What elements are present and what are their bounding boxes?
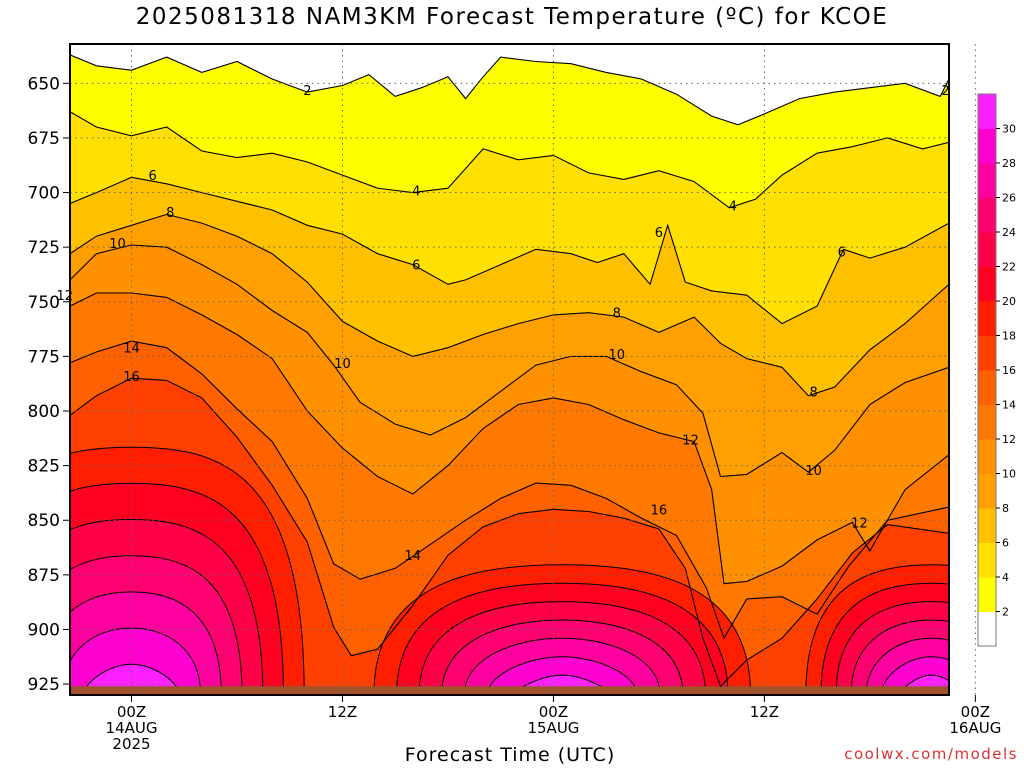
contour-label: 6 [412,259,420,274]
colorbar-label: 12 [1002,433,1016,446]
y-tick-label: 675 [28,129,60,149]
colorbar-swatch [978,473,996,509]
plot-frame [69,43,950,696]
y-tick-label: 700 [28,184,60,204]
contour-labels: 2 2 4 4 6 6 6 6 8 8 8 10 10 10 10 12 12 12 14 14 16 16 [56,84,949,564]
isotherm-10 [70,244,949,478]
colorbar-label: 26 [1002,192,1016,205]
contour-label: 8 [809,385,817,400]
colorbar-swatch [978,94,996,129]
contour-label: 6 [838,246,846,261]
isotherm-14 [70,340,949,640]
contour-label: 2 [941,84,949,99]
isotherm-4 [70,111,949,209]
colorbar-swatch [978,370,996,405]
y-tick-label: 725 [28,238,60,258]
colorbar-swatch [978,266,996,302]
contour-label: 16 [123,370,140,385]
contour-label: 8 [613,307,621,322]
colorbar-label: 20 [1002,295,1016,308]
grid-lines [70,44,976,695]
colorbar-swatch [978,404,996,440]
x-tick-label: 12Z [328,703,357,721]
colorbar-label: 24 [1002,226,1016,239]
colorbar-label: 8 [1002,502,1009,515]
isotherm-2 [70,54,949,126]
colorbar-swatch [978,335,996,371]
x-tick-label: 00Z [539,703,568,721]
y-tick-label: 800 [28,402,60,422]
colorbar-label: 14 [1002,399,1016,412]
contour-label: 8 [166,206,174,221]
x-axis-title: Forecast Time (UTC) [404,744,616,766]
contour-label: 12 [56,289,73,304]
x-tick-label: 2025 [112,735,150,753]
colorbar-swatch [978,197,996,233]
credit-link[interactable]: coolwx.com/models [844,745,1018,763]
contour-label: 10 [334,357,351,372]
y-tick-label: 775 [28,347,60,367]
colorbar-label: 18 [1002,330,1016,343]
isotherm-8 [70,213,949,397]
colorbar-label: 28 [1002,157,1016,170]
colorbar-label: 10 [1002,468,1016,481]
contour-label: 4 [412,184,420,199]
colorbar-swatch [978,542,996,578]
colorbar-swatch [978,611,996,647]
y-tick-label: 850 [28,511,60,531]
contour-label: 12 [682,433,699,448]
isotherm-12 [70,292,949,585]
colorbar-label: 22 [1002,261,1016,274]
contour-label: 14 [405,549,422,564]
isotherm-lines [70,54,949,688]
y-tick-label: 825 [28,457,60,477]
colorbar-swatch [978,301,996,336]
contour-label: 12 [851,516,868,531]
colorbar-swatch [978,577,996,612]
x-tick-label: 16AUG [949,719,1001,737]
contour-label: 10 [805,464,822,479]
x-tick-label: 12Z [750,703,779,721]
contour-label: 16 [651,503,668,518]
colorbar-label: 30 [1002,123,1016,136]
colorbar-swatch [978,163,996,198]
contour-label: 10 [109,237,126,252]
y-tick-label: 650 [28,74,60,94]
x-tick-label: 00Z [117,703,146,721]
contour-label: 2 [303,84,311,99]
colorbar-label: 2 [1002,606,1009,619]
y-tick-label: 875 [28,566,60,586]
colorbar-swatch [978,508,996,543]
colorbar-label: 16 [1002,364,1016,377]
colorbar-label: 6 [1002,537,1009,550]
contour-label: 4 [729,200,737,215]
contour-label: 10 [608,348,625,363]
contour-label: 14 [123,342,140,357]
x-tick-label: 00Z [961,703,990,721]
isotherm-6 [70,176,949,325]
y-tick-label: 900 [28,620,60,640]
colorbar-label: 4 [1002,571,1009,584]
y-tick-label: 925 [28,675,60,695]
contour-label: 6 [148,169,156,184]
y-tick-label: 750 [28,293,60,313]
y-axis: 650 675 700 725 750 775 800 825 850 875 900 925 [28,74,70,695]
colorbar-swatch [978,128,996,164]
chart-title: 2025081318 NAM3KM Forecast Temperature (… [135,4,889,30]
contour-label: 6 [655,226,663,241]
colorbar-swatch [978,232,996,267]
ground-surface [70,686,949,695]
colorbar-swatch [978,439,996,474]
x-tick-label: 14AUG [106,719,158,737]
x-tick-label: 15AUG [527,719,579,737]
